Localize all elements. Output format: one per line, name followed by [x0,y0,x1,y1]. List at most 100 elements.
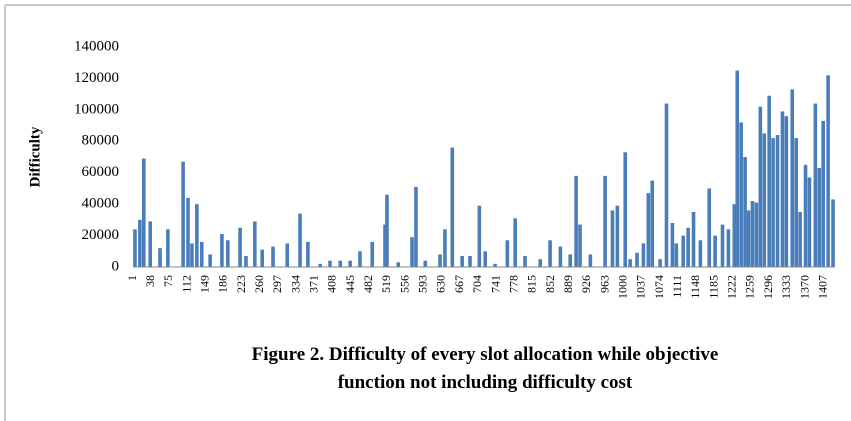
bar [686,227,690,267]
bar [548,240,552,267]
bar [670,223,675,267]
y-tick-label: 140000 [74,38,119,54]
bar [166,229,170,267]
bar [443,229,447,267]
x-tick-label: 38 [143,275,157,287]
bar [758,106,763,267]
bar [370,241,375,267]
bar [574,175,578,267]
bar [610,210,615,267]
x-tick-label: 1407 [815,275,829,299]
x-tick-label: 593 [416,275,430,293]
bar [181,161,185,267]
bar [821,120,826,267]
y-tick-label: 20000 [82,227,120,243]
x-tick-label: 778 [506,275,520,293]
bar [253,221,257,267]
chart-title: function not including difficulty cost [338,372,633,393]
bar [410,237,414,267]
bar [190,243,194,267]
bar [568,254,573,267]
bar [298,213,302,267]
bar [771,138,775,267]
bar [775,135,780,267]
x-tick-label: 630 [434,275,448,293]
bar [615,205,620,267]
bar [142,158,146,267]
bar [713,235,717,267]
bar [767,95,771,267]
bar [726,229,731,267]
bar [468,256,472,267]
bar [813,103,818,267]
bar [817,168,822,267]
bar [260,249,264,267]
bar [396,262,401,267]
x-tick-label: 963 [597,275,611,293]
bar [743,157,747,267]
bar [138,219,142,267]
bar [664,103,669,267]
x-tick-label: 149 [197,275,211,293]
bar [513,218,517,267]
bar [306,241,310,267]
x-tick-label: 186 [216,275,230,293]
x-tick-label: 334 [288,275,302,293]
bar [641,243,646,267]
bar [674,243,679,267]
bar [807,177,812,267]
bar [226,240,230,267]
y-axis-label: Difficulty [27,126,43,187]
bar [493,263,497,267]
bar [735,70,740,267]
bar [385,194,389,267]
bar [794,138,798,267]
bar [220,234,224,267]
x-tick-label: 112 [179,275,193,293]
bar [328,260,332,267]
bar [623,152,628,267]
x-tick-label: 741 [488,275,502,293]
bar [691,212,696,267]
bar [505,240,510,267]
x-tick-label: 1000 [616,275,630,299]
bar [784,116,789,268]
y-tick-label: 0 [112,258,120,274]
bar [338,260,343,267]
x-tick-label: 667 [452,275,466,293]
bar [483,251,488,267]
bar [538,259,543,267]
x-tick-label: 408 [325,275,339,293]
bar [244,256,248,267]
x-tick-label: 371 [307,275,321,293]
bar [831,199,835,267]
bar [762,133,767,267]
bar [523,256,527,267]
bar [148,221,152,267]
x-tick-label: 889 [561,275,575,293]
bar [628,259,632,267]
bar [739,122,743,267]
bar [646,193,651,267]
bar [414,186,418,267]
bar [158,248,162,267]
x-tick-label: 1111 [670,275,684,298]
x-tick-label: 1222 [725,275,739,299]
bar [603,175,607,267]
x-tick-label: 75 [161,275,175,287]
x-tick-label: 852 [543,275,557,293]
bar [208,254,212,267]
x-tick-label: 482 [361,275,375,293]
bar [238,227,242,267]
x-tick-label: 1296 [761,275,775,299]
bar [438,254,442,267]
bar [803,164,808,267]
x-tick-label: 1074 [652,275,666,299]
bar [450,147,455,267]
x-tick-label: 260 [252,275,266,293]
x-tick-label: 1259 [743,275,757,299]
bar [826,75,830,268]
x-tick-label: 1370 [797,275,811,299]
bar [720,224,725,267]
bar [732,204,737,267]
